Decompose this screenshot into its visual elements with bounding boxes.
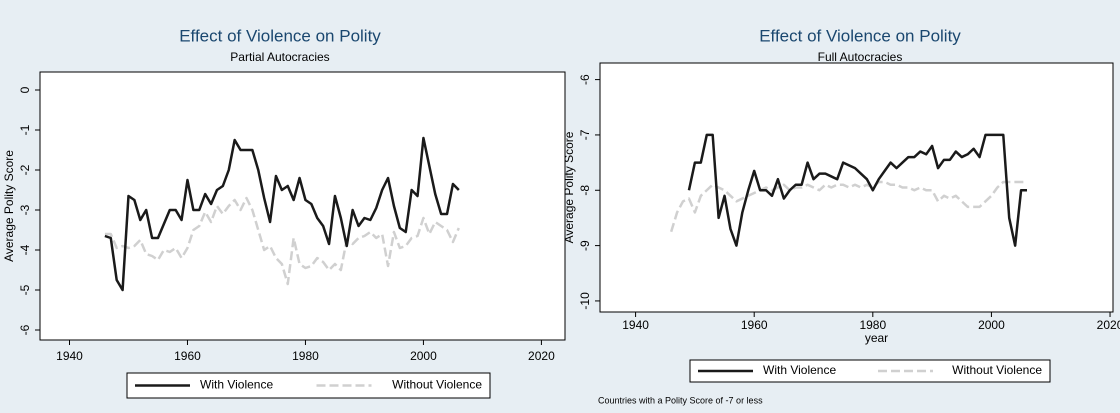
x-tick-label: 1980 [292,349,319,363]
legend-label: With Violence [200,378,273,392]
x-tick-label: 1980 [859,318,886,332]
x-axis-label: year [865,331,888,345]
x-tick-label: 2000 [410,349,437,363]
y-tick-label: -8 [578,185,592,196]
x-tick-label: 1940 [622,318,649,332]
x-tick-label: 2020 [528,349,555,363]
y-tick-label: -5 [18,284,32,295]
legend-label: Without Violence [952,363,1042,377]
y-tick-label: -7 [578,129,592,140]
legend-label: With Violence [763,363,836,377]
plot-area [39,71,566,341]
legend [689,359,1051,383]
legend-label: Without Violence [392,378,482,392]
chart-subtitle: Partial Autocracies [230,50,329,64]
chart-title: Effect of Violence on Polity [759,26,961,45]
x-tick-label: 1960 [741,318,768,332]
y-tick-label: -6 [18,324,32,335]
y-tick-label: -1 [18,124,32,135]
line-series [669,180,1028,233]
y-tick-label: -2 [18,164,32,175]
plot-area [599,62,1114,313]
y-tick-label: -4 [18,244,32,255]
chart-title: Effect of Violence on Polity [179,26,381,45]
y-tick-label: -6 [578,74,592,85]
note: Countries with a Polity Score of -7 or l… [598,395,763,405]
chart-subtitle: Full Autocracies [818,50,903,64]
y-tick-label: 0 [18,86,32,93]
y-axis-label: Average Polity Score [562,131,576,243]
x-tick-label: 1960 [174,349,201,363]
line-series [687,133,1028,247]
y-axis-label: Average Polity Score [2,150,16,262]
y-tick-label: -10 [578,292,592,310]
y-tick-label: -9 [578,240,592,251]
x-tick-label: 2020 [1097,318,1120,332]
line-series [104,136,460,292]
y-tick-label: -3 [18,204,32,215]
x-tick-label: 1940 [56,349,83,363]
line-series [104,196,460,286]
legend [126,372,491,399]
x-tick-label: 2000 [978,318,1005,332]
